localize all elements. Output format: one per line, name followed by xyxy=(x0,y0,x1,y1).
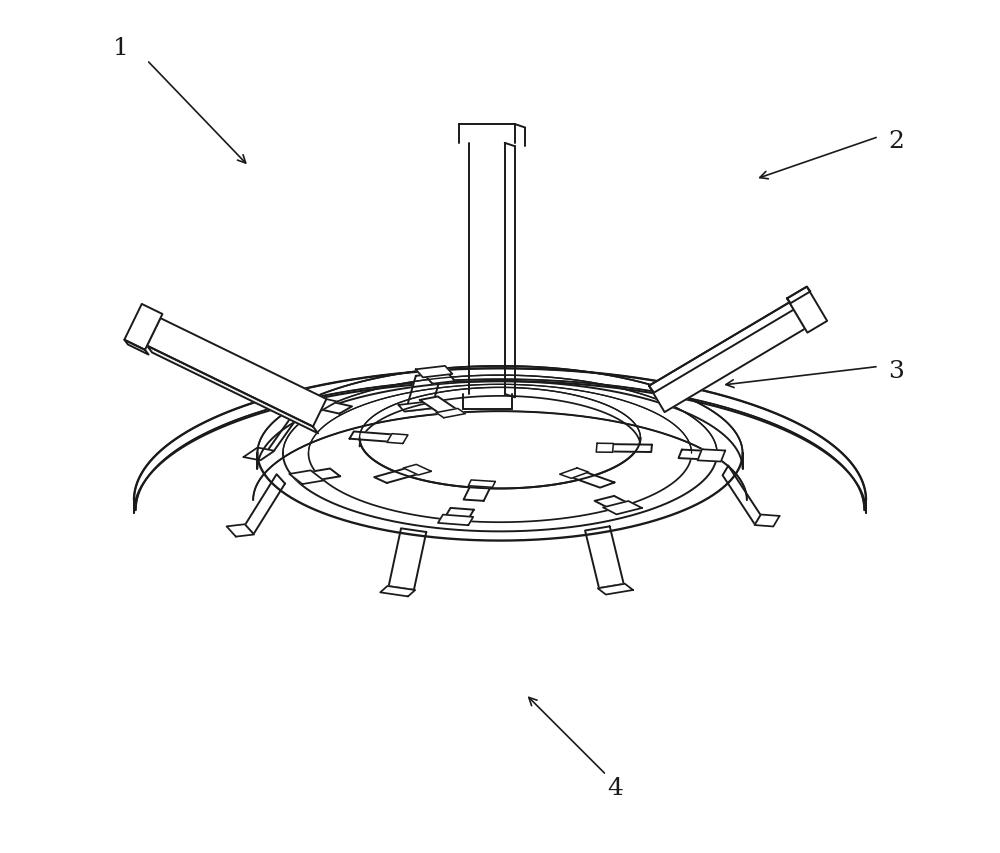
Polygon shape xyxy=(468,480,495,488)
Polygon shape xyxy=(649,303,794,393)
Polygon shape xyxy=(755,515,780,527)
Polygon shape xyxy=(723,466,761,525)
Polygon shape xyxy=(387,434,408,444)
Polygon shape xyxy=(787,287,810,304)
Polygon shape xyxy=(403,465,431,475)
Polygon shape xyxy=(374,467,424,484)
Polygon shape xyxy=(603,502,642,514)
Polygon shape xyxy=(243,448,274,461)
Polygon shape xyxy=(380,586,415,597)
Polygon shape xyxy=(227,525,254,537)
Polygon shape xyxy=(261,410,303,461)
Polygon shape xyxy=(560,468,589,479)
Polygon shape xyxy=(389,529,426,590)
Polygon shape xyxy=(147,319,326,427)
Polygon shape xyxy=(787,287,827,334)
Polygon shape xyxy=(596,444,613,453)
Polygon shape xyxy=(698,450,725,462)
Polygon shape xyxy=(567,471,614,488)
Text: 3: 3 xyxy=(888,360,904,383)
Polygon shape xyxy=(313,401,352,415)
Polygon shape xyxy=(416,367,452,378)
Text: 1: 1 xyxy=(113,37,129,60)
Polygon shape xyxy=(301,397,337,411)
Polygon shape xyxy=(604,444,652,452)
Polygon shape xyxy=(420,397,460,415)
Polygon shape xyxy=(649,303,805,413)
Polygon shape xyxy=(464,484,492,502)
Polygon shape xyxy=(301,469,340,482)
Polygon shape xyxy=(398,402,433,412)
Polygon shape xyxy=(423,371,455,385)
Polygon shape xyxy=(124,305,162,351)
Text: 4: 4 xyxy=(607,776,623,799)
Polygon shape xyxy=(124,340,149,355)
Polygon shape xyxy=(436,409,465,418)
Polygon shape xyxy=(147,346,318,434)
Polygon shape xyxy=(585,527,624,589)
Polygon shape xyxy=(350,432,400,443)
Polygon shape xyxy=(406,374,442,412)
Polygon shape xyxy=(679,450,713,460)
Polygon shape xyxy=(444,508,474,521)
Polygon shape xyxy=(438,515,473,525)
Polygon shape xyxy=(245,474,285,535)
Text: 2: 2 xyxy=(888,131,904,154)
Polygon shape xyxy=(289,471,324,485)
Polygon shape xyxy=(598,584,633,595)
Polygon shape xyxy=(595,496,632,511)
